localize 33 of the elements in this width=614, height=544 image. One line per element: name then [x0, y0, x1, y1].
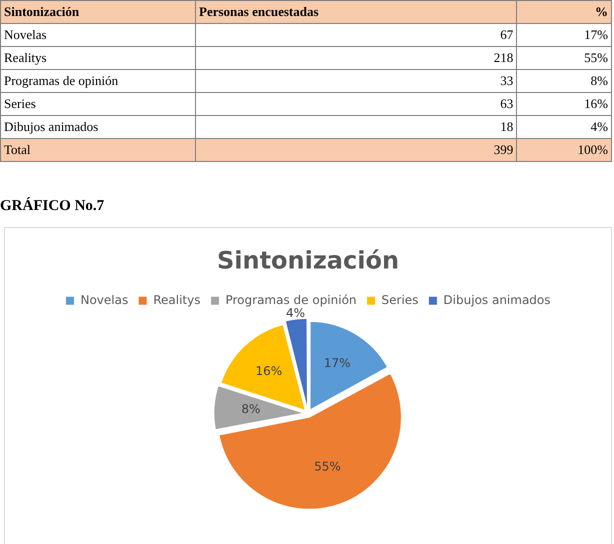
text: Total [0, 138, 196, 162]
text: 33 [196, 70, 517, 92]
text: 67 [196, 24, 517, 46]
chart-title: Sintonización [216, 246, 400, 275]
legend-label: Novelas [80, 292, 128, 307]
category-label: Programas de opinión [4, 73, 118, 88]
text: Personas encuestadas [196, 0, 517, 24]
category-label: Realitys [4, 50, 47, 65]
text: % [516, 0, 612, 24]
category-label: Dibujos animados [4, 119, 98, 134]
text: 16% [584, 96, 608, 111]
text: 55% [584, 50, 608, 65]
legend-label: Series [382, 292, 418, 307]
text: 100% [516, 138, 612, 162]
text: 4% [590, 119, 608, 134]
data-label: 17% [324, 356, 350, 370]
category-label: Series [4, 96, 36, 111]
text: 63 [196, 92, 517, 116]
text: 18 [196, 116, 517, 138]
text: 8% [590, 73, 608, 88]
legend-label: Programas de opinión [225, 292, 357, 307]
text: 218 [196, 46, 517, 70]
text: GRÁFICO No.7 [0, 198, 104, 215]
category-label: Novelas [4, 27, 47, 42]
text: Sintonización [0, 0, 196, 24]
data-label: 8% [241, 402, 260, 416]
text: 17% [584, 27, 608, 42]
data-label: 16% [255, 364, 282, 378]
data-label: 55% [314, 459, 341, 474]
data-label: 4% [286, 306, 305, 320]
legend-label: Dibujos animados [443, 292, 551, 307]
text: 399 [196, 138, 517, 162]
legend-label: Realitys [153, 292, 200, 307]
